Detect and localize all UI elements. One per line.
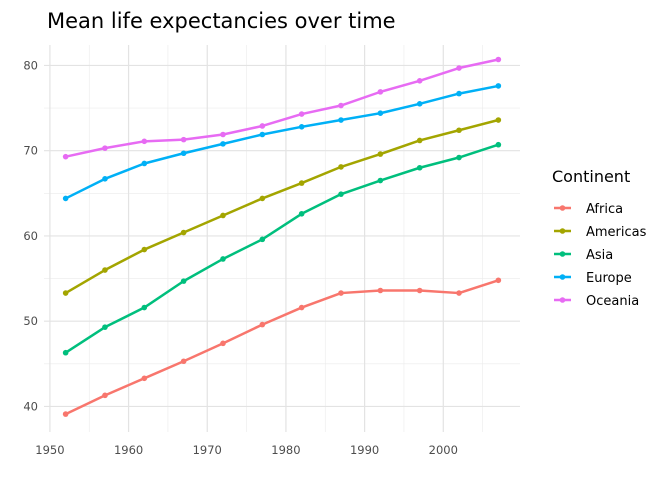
x-tick-label: 1950 <box>35 443 64 457</box>
legend-key-point <box>559 228 566 234</box>
data-point-africa <box>259 321 266 328</box>
data-point-americas <box>298 180 305 186</box>
series-line-americas <box>65 118 499 295</box>
data-point-europe <box>180 150 187 157</box>
chart-title: Mean life expectancies over time <box>47 9 396 33</box>
data-point-americas <box>141 246 148 253</box>
data-point-europe <box>416 101 423 107</box>
data-point-europe <box>456 90 462 97</box>
data-point-africa <box>416 287 423 294</box>
y-tick-label: 40 <box>23 399 38 413</box>
y-tick-label: 60 <box>23 229 38 243</box>
legend-key-point <box>559 274 566 280</box>
data-point-europe <box>62 195 69 202</box>
data-point-americas <box>259 195 266 202</box>
data-point-asia <box>495 141 502 148</box>
data-point-americas <box>220 212 226 219</box>
series-line-africa <box>65 279 499 416</box>
legend: Continent Africa Americas Asia Europe Oceani… <box>552 167 647 309</box>
data-point-asia <box>102 324 108 330</box>
x-tick-label: 1960 <box>114 443 143 457</box>
data-point-americas <box>62 290 69 296</box>
data-point-oceania <box>495 56 502 63</box>
data-point-africa <box>338 290 344 296</box>
data-point-americas <box>495 117 502 123</box>
data-point-americas <box>180 229 187 236</box>
data-point-europe <box>220 141 226 147</box>
data-point-europe <box>259 131 266 138</box>
x-tick-label: 1990 <box>350 443 379 457</box>
axis-ticks: 1950 1960 1970 1980 1990 2000 40 50 60 70 80 <box>23 58 458 457</box>
legend-label: Americas <box>586 225 647 240</box>
data-point-africa <box>180 358 187 365</box>
data-point-europe <box>495 83 502 89</box>
data-point-africa <box>495 277 502 284</box>
data-point-asia <box>298 210 305 217</box>
legend-label: Asia <box>586 248 613 263</box>
data-point-oceania <box>180 136 187 143</box>
data-point-americas <box>416 137 423 144</box>
x-tick-label: 2000 <box>429 443 458 457</box>
series-line-oceania <box>65 58 499 158</box>
legend-key-point <box>559 205 566 211</box>
data-point-africa <box>62 411 69 417</box>
data-point-africa <box>456 290 462 296</box>
data-point-oceania <box>259 123 266 129</box>
data-point-africa <box>141 375 148 382</box>
data-point-europe <box>338 117 344 123</box>
data-point-africa <box>377 287 384 294</box>
legend-label: Oceania <box>586 294 639 309</box>
data-point-africa <box>298 304 305 311</box>
data-point-americas <box>456 127 462 134</box>
data-point-asia <box>416 164 423 171</box>
data-point-asia <box>456 154 462 161</box>
data-point-asia <box>338 191 344 197</box>
data-point-asia <box>62 349 69 356</box>
data-point-oceania <box>298 111 305 117</box>
data-point-europe <box>298 124 305 130</box>
legend-key-point <box>559 297 566 303</box>
data-point-asia <box>377 177 384 184</box>
data-point-americas <box>102 267 108 273</box>
y-tick-label: 80 <box>23 58 38 72</box>
data-point-americas <box>377 151 384 157</box>
data-point-oceania <box>220 131 226 138</box>
series-lines <box>62 56 502 417</box>
legend-key-point <box>559 251 566 257</box>
legend-title: Continent <box>552 167 630 186</box>
data-point-asia <box>220 256 226 262</box>
data-point-oceania <box>141 138 148 145</box>
series-line-asia <box>64 143 499 354</box>
data-point-asia <box>141 304 148 311</box>
data-point-asia <box>259 236 266 243</box>
data-point-oceania <box>456 65 462 71</box>
data-point-africa <box>220 340 226 347</box>
x-tick-label: 1980 <box>271 443 300 457</box>
data-point-oceania <box>102 145 108 151</box>
grid <box>44 45 520 432</box>
data-point-asia <box>180 278 187 284</box>
data-point-oceania <box>338 102 344 109</box>
data-point-oceania <box>416 78 423 84</box>
data-point-oceania <box>377 89 384 95</box>
data-point-africa <box>102 392 108 399</box>
data-point-europe <box>102 176 108 182</box>
legend-label: Europe <box>586 271 632 286</box>
x-tick-label: 1970 <box>193 443 222 457</box>
data-point-oceania <box>62 153 69 160</box>
legend-label: Africa <box>586 202 623 217</box>
y-tick-label: 50 <box>23 314 38 328</box>
data-point-europe <box>377 110 384 116</box>
series-line-europe <box>65 84 499 200</box>
y-tick-label: 70 <box>23 144 38 158</box>
data-point-europe <box>141 160 148 167</box>
data-point-americas <box>338 164 344 170</box>
